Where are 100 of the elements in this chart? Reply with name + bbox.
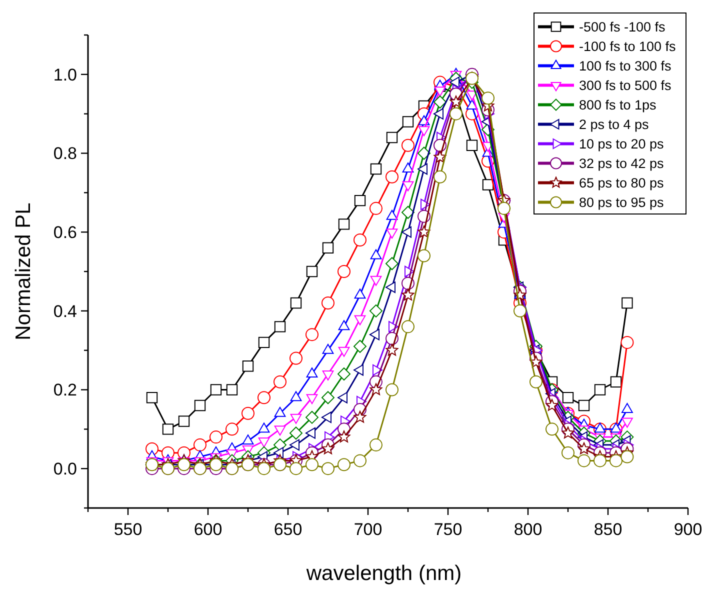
point: [242, 360, 254, 372]
point: [290, 426, 302, 440]
point: [546, 422, 558, 436]
point: [354, 288, 366, 299]
point: [562, 392, 574, 404]
point: [306, 328, 318, 342]
point: [594, 454, 606, 468]
point: [290, 391, 302, 402]
point: [386, 383, 398, 396]
point: [354, 454, 366, 468]
point: [530, 356, 542, 368]
point: [402, 206, 414, 219]
point: [578, 442, 590, 454]
point: [514, 304, 526, 318]
legend-label: 80 ps to 95 ps: [579, 194, 664, 210]
legend-label: 32 ps to 42 ps: [579, 156, 664, 171]
point: [386, 282, 396, 293]
point: [386, 170, 398, 184]
point: [578, 454, 590, 468]
point: [322, 462, 334, 476]
y-axis-title: Normalized PL: [12, 202, 35, 340]
y-tick-label: 0.4: [53, 302, 77, 321]
point: [578, 400, 590, 412]
point: [274, 438, 286, 452]
point: [402, 162, 414, 173]
legend-label: 800 fs to 1ps: [579, 97, 657, 112]
point: [434, 108, 444, 120]
point: [482, 179, 494, 190]
point: [530, 375, 542, 388]
point: [338, 320, 350, 330]
point: [322, 442, 334, 454]
point: [418, 249, 430, 262]
point: [306, 458, 318, 472]
point: [434, 150, 446, 163]
point: [258, 336, 270, 348]
x-axis-title: wavelength (nm): [305, 562, 462, 585]
point: [370, 438, 382, 452]
point: [274, 321, 286, 332]
x-tick-label: 750: [434, 520, 462, 539]
point: [338, 367, 350, 380]
legend-label: 2 ps to 4 ps: [579, 116, 650, 132]
point: [290, 297, 302, 309]
point: [210, 384, 222, 396]
point: [610, 454, 622, 468]
point: [450, 76, 460, 88]
point: [594, 422, 606, 433]
x-tick-label: 900: [674, 520, 702, 539]
point: [354, 410, 366, 423]
point: [258, 437, 270, 448]
y-tick-label: 0.0: [53, 460, 77, 479]
point: [370, 304, 382, 318]
point: [610, 422, 622, 433]
point: [274, 375, 286, 388]
legend-label: 10 ps to 20 ps: [579, 136, 664, 152]
point: [338, 392, 348, 404]
point: [274, 406, 286, 417]
point: [306, 427, 316, 439]
x-tick-label: 850: [594, 520, 622, 539]
point: [370, 328, 380, 340]
point: [258, 422, 270, 433]
point: [402, 116, 414, 128]
point: [194, 400, 206, 412]
point: [386, 257, 398, 270]
point: [290, 439, 300, 451]
point: [354, 340, 366, 353]
point: [338, 265, 350, 278]
point: [226, 384, 238, 396]
y-tick-label: 1.0: [53, 65, 77, 84]
point: [450, 107, 462, 120]
point: [210, 458, 222, 472]
point: [322, 391, 334, 404]
x-tick-label: 550: [114, 520, 142, 539]
point: [370, 202, 382, 215]
legend-label: -500 fs -100 fs: [579, 19, 666, 34]
legend-label: -100 fs to 100 fs: [579, 38, 676, 54]
point: [322, 370, 334, 380]
point: [370, 163, 382, 175]
point: [146, 392, 158, 404]
point: [622, 297, 633, 309]
point: [482, 92, 494, 105]
point: [466, 140, 478, 151]
x-tick-label: 600: [194, 520, 222, 539]
y-tick-label: 0.8: [53, 144, 77, 164]
point: [338, 458, 350, 472]
point: [274, 447, 284, 459]
x-tick-label: 800: [514, 520, 542, 539]
point: [386, 132, 398, 144]
point: [338, 218, 350, 230]
point: [610, 376, 622, 388]
point: [450, 96, 462, 108]
x-tick-label: 700: [354, 520, 382, 539]
point: [242, 406, 254, 420]
point: [178, 416, 190, 427]
legend-label: 65 ps to 80 ps: [579, 175, 664, 190]
point: [306, 410, 318, 424]
point: [290, 352, 302, 365]
legend-label: 100 fs to 300 fs: [579, 58, 672, 74]
point: [402, 320, 414, 334]
point: [562, 426, 574, 438]
point: [210, 430, 222, 444]
